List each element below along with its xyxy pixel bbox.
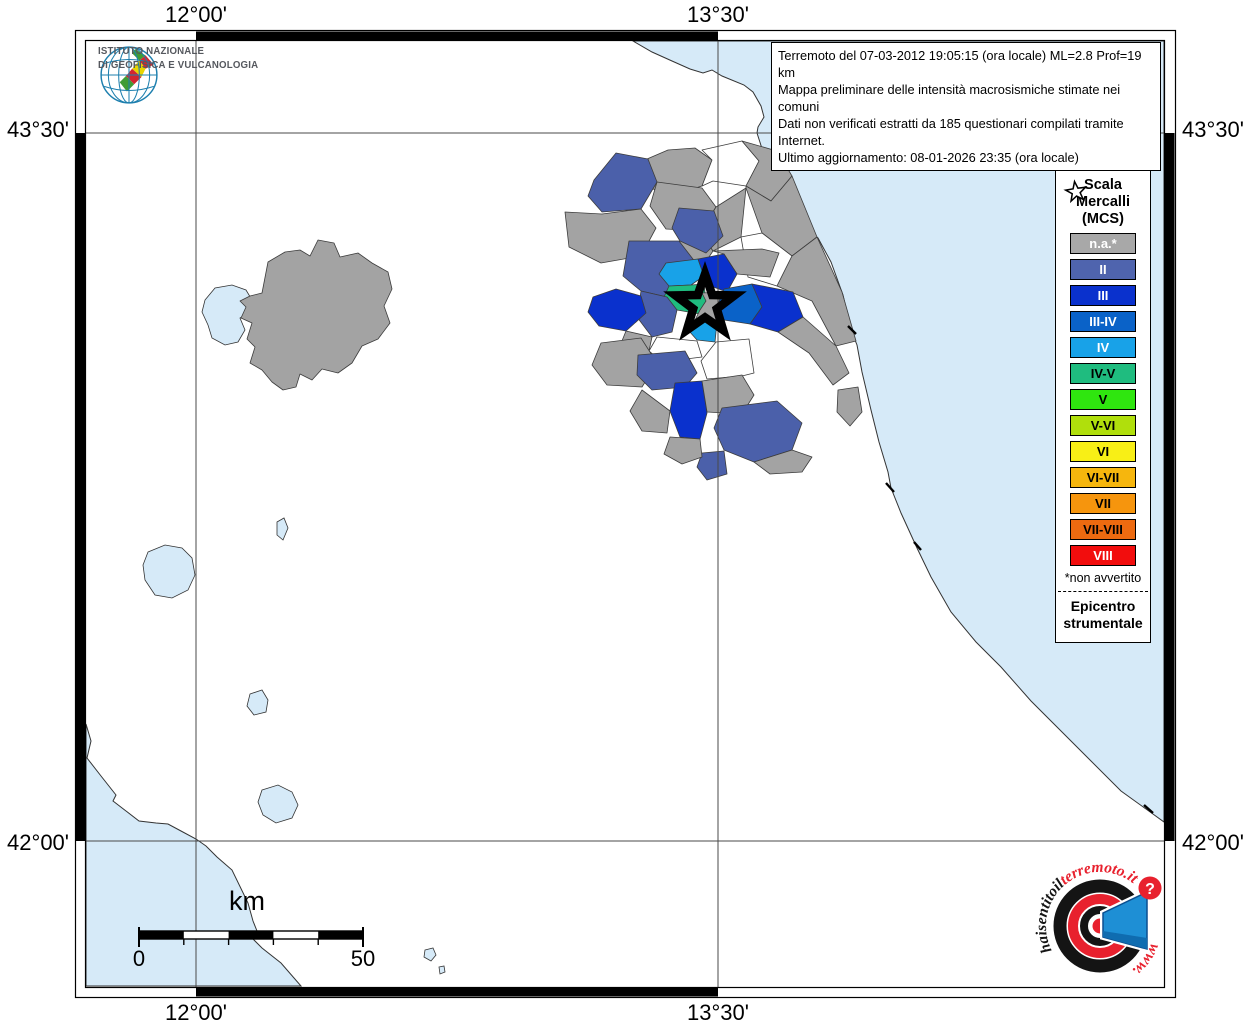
longitude-label-top-east: 13°30' xyxy=(687,2,749,27)
municipality-iii xyxy=(669,380,708,440)
legend-epicenter-line1: Epicentro xyxy=(1070,598,1136,615)
scale-unit-label: km xyxy=(229,886,265,916)
lake-trasimeno xyxy=(201,284,253,346)
megaphone-shade xyxy=(1103,931,1147,949)
legend-epicenter-label: Epicentro strumentale xyxy=(1056,598,1150,632)
legend-swatch-viii: VIII xyxy=(1070,545,1136,567)
legend-divider xyxy=(1058,591,1148,593)
graticule-layer xyxy=(86,41,1164,987)
frame-band-bottom xyxy=(196,988,718,997)
municipality-na xyxy=(663,436,703,465)
legend-swatch-iv: IV xyxy=(1070,337,1136,359)
sea-layer xyxy=(86,41,1164,987)
legend-swatch-vii-viii: VII-VIII xyxy=(1070,519,1136,541)
legend-title-line2: Mercalli xyxy=(1076,194,1130,211)
lake-vico xyxy=(246,689,269,716)
coastline-tick xyxy=(913,541,922,551)
lake-bracciano xyxy=(257,784,299,824)
epicenter-star xyxy=(663,261,747,341)
municipality-white xyxy=(700,338,755,380)
municipality-iii xyxy=(587,288,647,332)
latitude-label-right-south: 42°00' xyxy=(1182,830,1244,855)
scale-start-label: 0 xyxy=(132,946,146,971)
legend-epicenter-line2: strumentale xyxy=(1063,615,1143,632)
ingv-globe-icon xyxy=(100,46,158,104)
longitude-label-bottom-west: 12°00' xyxy=(165,1000,227,1024)
legend-swatch-iii-iv: III-IV xyxy=(1070,311,1136,333)
municipality-na xyxy=(777,316,850,386)
map-frame xyxy=(74,29,1177,999)
ingv-name-line1: ISTITUTO NAZIONALE xyxy=(98,45,205,57)
latitude-label-left-north: 43°30' xyxy=(7,117,69,142)
intensity-legend: Scala Mercalli (MCS) n.a.* II III III-IV IV I… xyxy=(1055,170,1151,643)
legend-swatch-v-vi: V-VI xyxy=(1070,415,1136,437)
legend-title-line1: Scala xyxy=(1084,177,1122,193)
info-line-updated: Ultimo aggiornamento: 08-01-2026 23:35 (… xyxy=(778,150,1079,166)
question-mark: ? xyxy=(1145,881,1155,898)
coastline-tick xyxy=(885,482,895,493)
legend-swatch-list: n.a.* II III III-IV IV IV-V V V-VI VI VI-VII VII VI… xyxy=(1056,233,1150,567)
frame-band-left xyxy=(76,133,85,841)
scale-end-label: 50 xyxy=(350,946,376,971)
earthquake-info-box: Terremoto del 07-03-2012 19:05:15 (ora l… xyxy=(771,42,1161,172)
legend-swatch-iii: III xyxy=(1070,285,1136,307)
haisentito-logo: ? haisentitoilterremoto.it www. xyxy=(1033,859,1164,980)
coastline-tick xyxy=(847,325,857,335)
municipality-iv xyxy=(658,258,705,287)
info-line-source: Dati non verificati estratti da 185 ques… xyxy=(778,116,1124,149)
municipality-na xyxy=(836,386,863,427)
municipality-na xyxy=(629,389,671,434)
latitude-label-left-south: 42°00' xyxy=(7,830,69,855)
pond-2 xyxy=(438,965,446,975)
legend-swatch-ii: II xyxy=(1070,259,1136,281)
legend-swatch-vi: VI xyxy=(1070,441,1136,463)
municipality-ii xyxy=(671,207,724,254)
lake-small-corbara xyxy=(276,517,289,541)
ingv-logo-block: ISTITUTO NAZIONALE DI GEOFISICA E VULCAN… xyxy=(98,44,272,104)
epicenter-star-glyph xyxy=(663,261,747,341)
question-badge xyxy=(1138,876,1162,900)
legend-swatch-vi-vii: VI-VII xyxy=(1070,467,1136,489)
municipality-na xyxy=(776,236,857,347)
info-line-mapdesc: Mappa preliminare delle intensità macros… xyxy=(778,82,1121,115)
legend-footnote: *non avvertito xyxy=(1064,571,1142,586)
coastline-tick xyxy=(1143,804,1154,814)
longitude-label-bottom-east: 13°30' xyxy=(687,1000,749,1024)
legend-swatch-iv-v: IV-V xyxy=(1070,363,1136,385)
legend-title-line3: (MCS) xyxy=(1082,211,1124,228)
info-line-event: Terremoto del 07-03-2012 19:05:15 (ora l… xyxy=(778,48,1142,81)
lake-bolsena xyxy=(142,544,196,599)
legend-swatch-n-a-: n.a.* xyxy=(1070,233,1136,255)
ingv-name: ISTITUTO NAZIONALE DI GEOFISICA E VULCAN… xyxy=(98,44,258,72)
ingv-name-line2: DI GEOFISICA E VULCANOLOGIA xyxy=(98,59,259,72)
lakes-layer xyxy=(142,284,446,975)
legend-swatch-v: V xyxy=(1070,389,1136,411)
legend-swatch-vii: VII xyxy=(1070,493,1136,515)
sea-tyrrhenian xyxy=(86,723,303,987)
municipalities-layer xyxy=(239,140,863,481)
legend-star-icon xyxy=(1063,179,1088,204)
longitude-label-top-west: 12°00' xyxy=(165,2,227,27)
coast-ticks-layer xyxy=(847,325,1154,814)
legend-title: Scala Mercalli (MCS) xyxy=(1056,177,1150,228)
frame-band-top xyxy=(196,31,718,40)
municipality-na xyxy=(239,239,393,391)
municipality-ii xyxy=(696,450,728,481)
municipality-na xyxy=(753,449,813,475)
scale-bar xyxy=(138,927,364,947)
frame-band-right xyxy=(1165,133,1175,841)
latitude-label-right-north: 43°30' xyxy=(1182,117,1244,142)
municipality-ii xyxy=(587,152,658,213)
pond-1 xyxy=(423,947,437,962)
